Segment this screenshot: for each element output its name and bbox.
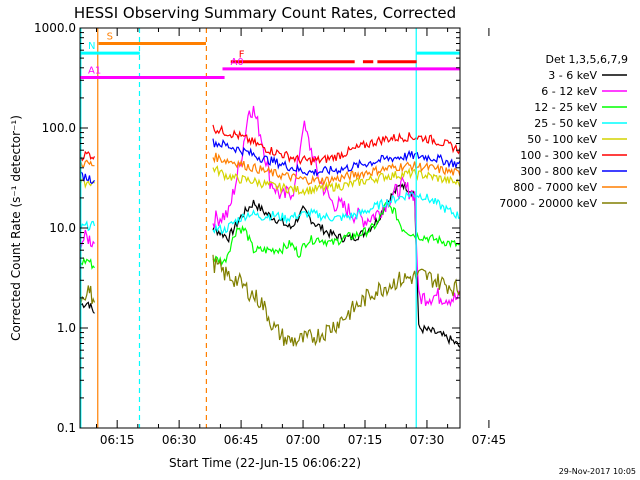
y-tick-label-4: 1000.0 [34,21,76,35]
series-3 [80,191,460,235]
series-trace-1-1 [212,105,460,308]
flag-label-1: N [88,41,95,52]
flag-label-0: S [107,31,113,42]
flag-label-2: F [239,50,245,61]
y-axis-label: Corrected Count Rate (s⁻¹ detector⁻¹) [9,115,23,341]
legend-label-0: 3 - 6 keV [548,69,597,82]
plot-inner [80,28,460,428]
series-6 [80,138,460,185]
series-trace-2-0 [80,257,95,270]
series-trace-3-0 [80,220,96,232]
legend-label-8: 7000 - 20000 keV [499,197,597,210]
x-tick-label-2: 06:45 [224,433,259,447]
legend-label-5: 100 - 300 keV [520,149,597,162]
x-tick-label-1: 06:30 [162,433,197,447]
legend-label-6: 300 - 800 keV [520,165,597,178]
x-tick-label-6: 07:45 [472,433,507,447]
legend-label-7: 800 - 7000 keV [513,181,597,194]
footer-date: 29-Nov-2017 10:05 [559,467,636,476]
series-trace-5-0 [80,150,96,162]
series-trace-4-1 [212,165,460,197]
series-trace-2-1 [212,202,460,267]
series-trace-0-1 [212,182,460,349]
series-trace-1-0 [80,229,95,249]
series-trace-5-1 [212,124,460,166]
series-trace-8-1 [212,254,460,348]
y-tick-label-2: 10.0 [49,221,76,235]
chart-title: HESSI Observing Summary Count Rates, Cor… [74,4,456,22]
x-tick-label-0: 06:15 [100,433,135,447]
y-tick-label-1: 1.0 [57,321,76,335]
axes: 0.1 1.0 10.0 100.0 1000.0 06:15 06:30 06:45 07:0… [34,21,506,447]
series-trace-7-0 [80,159,95,167]
y-tick-label-3: 100.0 [42,121,76,135]
legend-label-4: 50 - 100 keV [527,133,597,146]
x-tick-label-5: 07:30 [410,433,445,447]
flag-label-4: A1 [88,65,101,76]
series-5 [80,124,460,166]
series-7 [80,152,460,187]
x-axis-label: Start Time (22-Jun-15 06:06:22) [169,456,361,470]
legend-label-3: 25 - 50 keV [534,117,597,130]
series-trace-0-0 [80,301,95,314]
series-trace-3-1 [212,191,460,235]
series-0 [80,182,460,349]
series-trace-7-1 [212,152,460,187]
series-trace-6-0 [80,171,95,185]
x-tick-label-4: 07:15 [348,433,383,447]
y-tick-label-0: 0.1 [57,421,76,435]
series-trace-6-1 [212,138,460,177]
legend-title: Det 1,3,5,6,7,9 [545,53,628,66]
plot-area: S N FA0 A1 [80,28,460,428]
series-1 [80,105,460,308]
legend: Det 1,3,5,6,7,9 3 - 6 keV 6 - 12 keV 12 - … [499,53,628,210]
flag-label-3: A0 [231,57,244,68]
legend-label-2: 12 - 25 keV [534,101,597,114]
legend-label-1: 6 - 12 keV [541,85,597,98]
series-2 [80,202,460,270]
x-tick-label-3: 07:00 [286,433,321,447]
